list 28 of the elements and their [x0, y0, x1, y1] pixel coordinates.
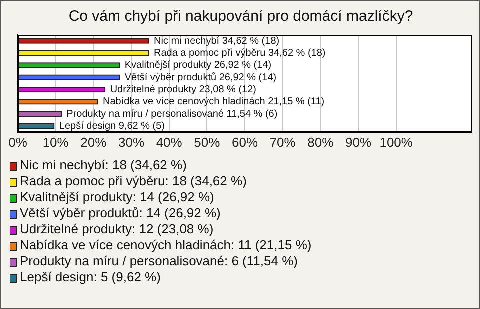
- legend-label: Kvalitnější produkty: 14 (26,92 %): [20, 190, 214, 205]
- x-tick-label: 50%: [194, 134, 221, 150]
- legend-label: Rada a pomoc při výběru: 18 (34,62 %): [20, 174, 247, 189]
- x-tick-label: 60%: [232, 134, 258, 150]
- x-tick-label: 30%: [118, 134, 145, 150]
- x-tick-label: 80%: [308, 134, 334, 150]
- data-label: Udržitelné produkty 23,08 % (12): [110, 84, 257, 96]
- data-label: Nabídka ve více cenových hladinách 21,15 % (11): [103, 96, 325, 108]
- data-label: Lepší design 9,62 % (5): [59, 121, 166, 132]
- data-label: Produkty na míru / personalisované 11,54 % (6): [66, 108, 278, 120]
- data-label: Kvalitnější produkty 26,92 % (14): [124, 60, 272, 72]
- legend-label: Udržitelné produkty: 12 (23,08 %): [20, 222, 214, 237]
- x-tick-label: 0%: [8, 134, 28, 150]
- legend-label: Nabídka ve více cenových hladinách: 11 (21,15 %): [20, 238, 312, 253]
- x-tick-label: 40%: [156, 134, 183, 150]
- data-label: Větší výběr produktů 26,92 % (14): [124, 71, 277, 84]
- x-tick-label: 20%: [80, 134, 108, 150]
- legend-label: Produkty na míru / personalisované: 6 (11,54 %): [20, 254, 298, 269]
- legend-label: Větší výběr produktů: 14 (26,92 %): [20, 206, 221, 221]
- x-tick-label: 70%: [270, 134, 296, 150]
- chart-title: Co vám chybí při nakupování pro domácí mazlíčky?: [68, 8, 414, 26]
- x-tick-label: 90%: [345, 134, 372, 150]
- data-label: Rada a pomoc při výběru 34,62 % (18): [154, 48, 326, 60]
- legend-label: Lepší design: 5 (9,62 %): [20, 270, 161, 285]
- data-label: Nic mi nechybí 34,62 % (18): [154, 36, 280, 47]
- x-tick-label: 10%: [42, 134, 70, 150]
- x-tick-label: 100%: [380, 134, 414, 150]
- legend-label: Nic mi nechybí: 18 (34,62 %): [20, 158, 187, 173]
